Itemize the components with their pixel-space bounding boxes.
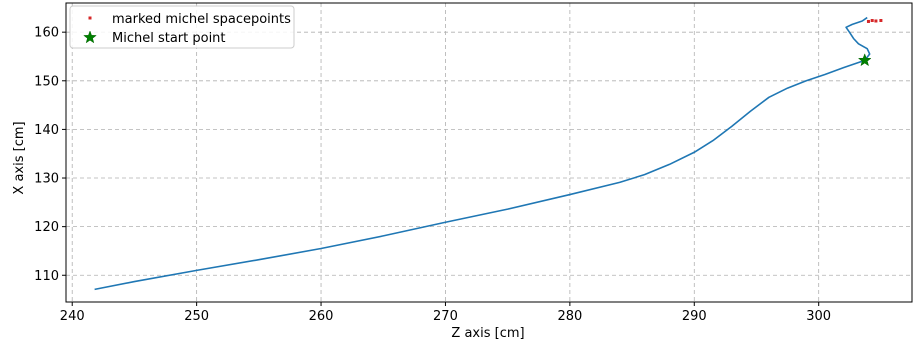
y-tick-label: 150 [34, 74, 59, 89]
y-tick-label: 120 [34, 220, 59, 235]
x-axis-label: Z axis [cm] [451, 326, 524, 341]
track-line-1 [845, 16, 871, 61]
x-tick-label: 250 [184, 309, 209, 324]
x-tick-label: 280 [557, 309, 582, 324]
y-tick-label: 110 [34, 269, 59, 284]
y-tick-label: 130 [34, 172, 59, 187]
track-line-0 [94, 59, 865, 291]
x-tick-label: 260 [309, 309, 334, 324]
axes-frame [65, 2, 913, 303]
plot-area: 240 250 260 270 280 290 300 110 120 130 140 150 160 [34, 2, 913, 324]
x-tick-label: 270 [433, 309, 458, 324]
michel-spacepoint [874, 19, 878, 23]
x-tick-label: 240 [60, 309, 85, 324]
y-axis-label: X axis [cm] [12, 121, 27, 194]
legend: marked michel spacepoints Michel start p… [69, 5, 295, 49]
x-tick-label: 290 [682, 309, 707, 324]
michel-spacepoint [866, 19, 870, 23]
michel-spacepoint [879, 19, 883, 23]
y-tick-label: 140 [34, 123, 59, 138]
legend-label-michel-spacepoints: marked michel spacepoints [112, 12, 291, 27]
y-tick-label: 160 [34, 26, 59, 41]
michel-spacepoint [870, 19, 874, 23]
x-tick-label: 300 [806, 309, 831, 324]
legend-label-start-point: Michel start point [112, 31, 226, 46]
legend-marker-michel-spacepoints [88, 16, 92, 20]
legend-box [69, 5, 295, 49]
legend-marker-start-point [83, 30, 97, 44]
michel-start-point [857, 53, 872, 67]
